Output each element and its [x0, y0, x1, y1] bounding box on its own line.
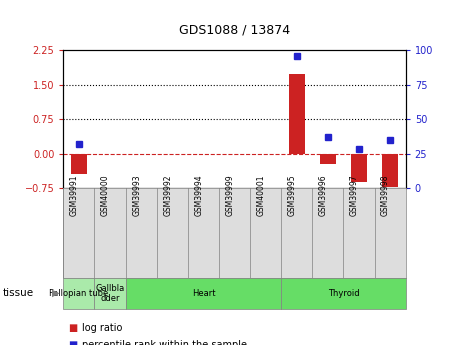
Text: tissue: tissue	[2, 288, 33, 298]
Text: GSM39993: GSM39993	[132, 174, 141, 216]
Bar	[320, 154, 336, 164]
Bar	[351, 154, 367, 182]
Bar	[289, 75, 304, 154]
Bar	[94, 278, 126, 309]
Text: GSM40000: GSM40000	[101, 174, 110, 216]
Bar	[382, 154, 398, 187]
Text: GSM39995: GSM39995	[288, 174, 297, 216]
Bar	[71, 154, 87, 174]
Text: Thyroid: Thyroid	[328, 289, 359, 298]
Text: ▶: ▶	[52, 288, 59, 298]
Text: Fallopian tube: Fallopian tube	[49, 289, 108, 298]
Text: GSM39997: GSM39997	[350, 174, 359, 216]
Bar	[63, 278, 94, 309]
Text: GSM39994: GSM39994	[194, 174, 204, 216]
Text: ■: ■	[68, 340, 77, 345]
Text: GDS1088 / 13874: GDS1088 / 13874	[179, 23, 290, 36]
Text: Heart: Heart	[192, 289, 215, 298]
Text: GSM39991: GSM39991	[70, 175, 79, 216]
Text: GSM39999: GSM39999	[226, 174, 234, 216]
Text: log ratio: log ratio	[82, 323, 122, 333]
Text: GSM39998: GSM39998	[381, 175, 390, 216]
Text: Gallbla
dder: Gallbla dder	[95, 284, 125, 303]
Text: ■: ■	[68, 323, 77, 333]
Text: GSM39992: GSM39992	[163, 175, 172, 216]
Bar	[281, 278, 406, 309]
Text: GSM39996: GSM39996	[319, 174, 328, 216]
Bar	[126, 278, 281, 309]
Text: GSM40001: GSM40001	[257, 175, 265, 216]
Text: percentile rank within the sample: percentile rank within the sample	[82, 340, 247, 345]
